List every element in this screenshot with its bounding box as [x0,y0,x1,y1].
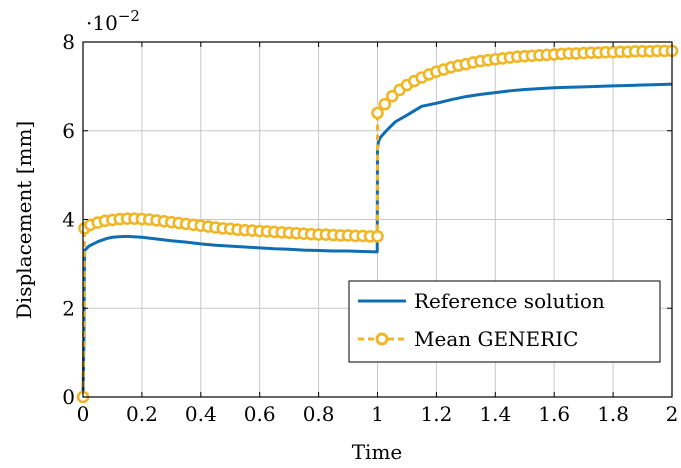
axis-ticks [82,41,673,398]
y-tick-label: 2 [62,296,75,320]
x-tick-label: 0.8 [303,402,335,426]
x-tick-label: 1.8 [597,402,629,426]
x-tick-label: 1.4 [479,402,511,426]
legend: Reference solution Mean GENERIC [348,280,661,363]
y-tick-label: 8 [62,30,75,54]
x-tick-label: 1 [371,402,384,426]
series-layer [76,44,679,404]
y-tick-labels: 0 2 4 6 8 [62,30,75,409]
x-tick-labels: 0 0.2 0.4 0.6 0.8 1 1.2 1.4 1.6 1.8 2 [77,402,679,426]
x-tick-label: 0 [77,402,90,426]
legend-label-reference: Reference solution [414,289,605,313]
y-scale-exponent: −2 [118,7,140,25]
x-tick-label: 1.2 [420,402,452,426]
y-scale-factor: ·10−2 [86,7,140,35]
legend-box [348,280,661,363]
x-tick-label: 0.4 [185,402,217,426]
y-axis-label: Displacement [mm] [12,121,36,319]
x-tick-label: 0.6 [244,402,276,426]
data-point [378,97,392,111]
data-point [371,230,384,243]
x-tick-label: 2 [666,402,679,426]
legend-label-generic: Mean GENERIC [414,327,578,351]
data-point [371,106,384,120]
legend-marker-generic [375,332,389,346]
x-tick-label: 1.6 [538,402,570,426]
y-tick-label: 0 [62,385,75,409]
x-axis-label: Time [352,440,403,464]
y-tick-label: 4 [62,208,75,232]
y-tick-label: 6 [62,119,75,143]
series-line-reference [81,82,673,398]
y-scale-base: ·10 [86,11,118,35]
x-tick-label: 0.2 [126,402,158,426]
